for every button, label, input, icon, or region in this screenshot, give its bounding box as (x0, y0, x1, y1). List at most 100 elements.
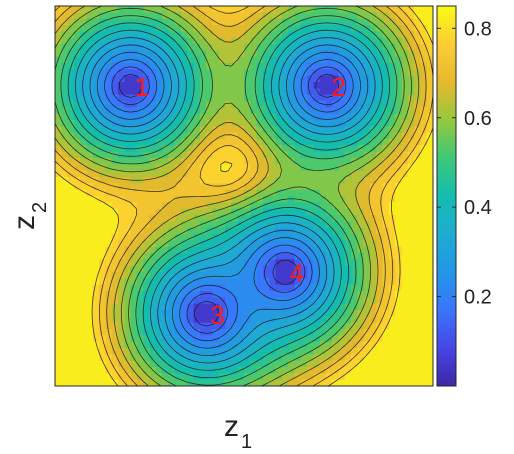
contour-cell (168, 63, 176, 70)
contour-cell (130, 367, 138, 374)
contour-cell (143, 373, 151, 381)
contour-cell (244, 189, 251, 197)
contour-cell (168, 120, 176, 127)
contour-cell (256, 272, 264, 279)
contour-cell (174, 208, 182, 216)
contour-cell (143, 202, 151, 210)
contour-cell (206, 373, 214, 381)
contour-cell (288, 335, 295, 343)
contour-cell (376, 82, 384, 89)
contour-cell (370, 341, 377, 349)
contour-cell (124, 297, 132, 305)
contour-cell (130, 94, 138, 102)
contour-cell (174, 113, 182, 121)
contour-cell (124, 246, 132, 254)
contour-cell (338, 367, 346, 374)
contour-cell (244, 126, 251, 134)
contour-cell (281, 113, 289, 121)
contour-cell (300, 316, 308, 324)
contour-cell (382, 367, 390, 374)
contour-cell (92, 107, 100, 115)
contour-cell (237, 265, 245, 273)
contour-cell (99, 139, 106, 146)
contour-cell (319, 18, 327, 26)
contour-cell (325, 164, 333, 172)
contour-cell (363, 354, 371, 362)
contour-cell (124, 322, 132, 330)
contour-cell (288, 240, 295, 248)
contour-cell (206, 82, 214, 89)
contour-cell (99, 265, 106, 273)
contour-cell (155, 113, 163, 121)
contour-cell (426, 272, 433, 279)
contour-cell (155, 31, 163, 39)
contour-cell (269, 31, 277, 39)
contour-cell (332, 367, 340, 374)
contour-cell (136, 379, 144, 386)
contour-cell (338, 126, 346, 134)
contour-cell (99, 329, 106, 336)
contour-cell (118, 322, 125, 330)
contour-cell (250, 227, 258, 235)
contour-cell (193, 341, 201, 349)
contour-cell (73, 94, 81, 102)
contour-cell (73, 158, 81, 165)
contour-cell (92, 183, 100, 191)
contour-cell (80, 291, 88, 298)
contour-cell (250, 316, 258, 324)
contour-cell (338, 265, 346, 273)
contour-cell (275, 202, 283, 210)
contour-cell (244, 259, 251, 267)
contour-cell (275, 215, 283, 222)
contour-cell (155, 25, 163, 32)
contour-cell (237, 177, 245, 184)
contour-cell (199, 316, 207, 324)
contour-cell (357, 139, 365, 146)
contour-cell (426, 139, 433, 146)
contour-cell (181, 354, 188, 362)
contour-cell (149, 56, 157, 64)
contour-cell (269, 379, 277, 386)
contour-cell (313, 196, 321, 203)
contour-cell (370, 113, 377, 121)
contour-cell (414, 234, 421, 241)
contour-cell (237, 272, 245, 279)
contour-cell (99, 246, 106, 254)
contour-cell (382, 56, 390, 64)
contour-cell (262, 202, 270, 210)
contour-cell (256, 202, 264, 210)
contour-cell (281, 177, 289, 184)
contour-cell (351, 379, 358, 386)
contour-cell (269, 240, 277, 248)
contour-cell (319, 151, 327, 159)
contour-cell (344, 75, 352, 83)
contour-cell (225, 265, 232, 273)
contour-cell (401, 139, 409, 146)
contour-cell (388, 322, 396, 330)
contour-cell (61, 120, 69, 127)
contour-cell (199, 113, 207, 121)
contour-cell (407, 196, 415, 203)
contour-cell (288, 164, 295, 172)
contour-cell (231, 18, 239, 26)
contour-cell (363, 145, 371, 153)
contour-cell (262, 189, 270, 197)
contour-cell (61, 63, 69, 70)
contour-cell (395, 75, 403, 83)
contour-cell (174, 94, 182, 102)
contour-cell (55, 196, 62, 203)
contour-cell (382, 354, 390, 362)
contour-cell (118, 278, 125, 286)
contour-cell (382, 284, 390, 292)
contour-cell (55, 158, 62, 165)
contour-cell (187, 94, 195, 102)
contour-cell (111, 272, 119, 279)
contour-cell (281, 291, 289, 298)
contour-cell (231, 126, 239, 134)
contour-cell (244, 360, 251, 368)
contour-cell (344, 50, 352, 58)
contour-cell (250, 215, 258, 222)
contour-cell (313, 189, 321, 197)
contour-cell (237, 291, 245, 298)
contour-cell (61, 246, 69, 254)
